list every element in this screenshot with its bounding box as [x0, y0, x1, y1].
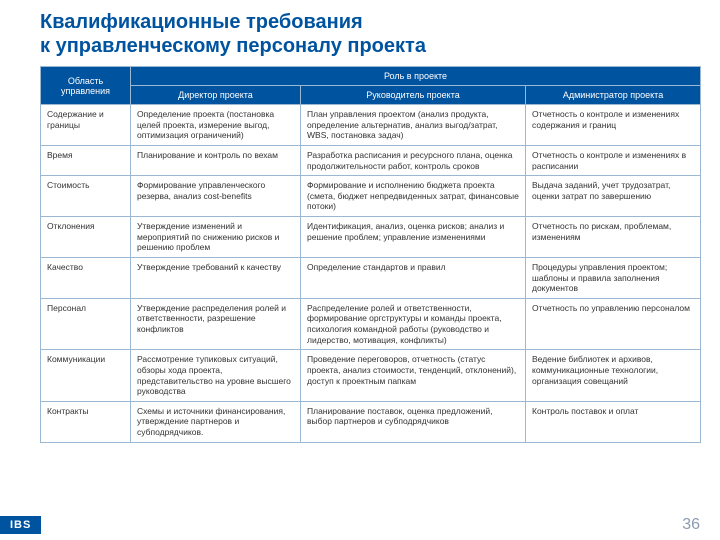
- page-title: Квалификационные требования к управленче…: [0, 0, 720, 66]
- title-line1: Квалификационные требования: [40, 11, 363, 33]
- cell-area: Отклонения: [41, 217, 131, 258]
- table-row: ВремяПланирование и контроль по вехамРаз…: [41, 145, 701, 175]
- table-row: КоммуникацииРассмотрение тупиковых ситуа…: [41, 350, 701, 402]
- logo: IBS: [0, 516, 41, 534]
- cell-manager: Распределение ролей и ответственности, ф…: [301, 298, 526, 350]
- cell-manager: Определение стандартов и правил: [301, 257, 526, 298]
- cell-director: Утверждение распределения ролей и ответс…: [131, 298, 301, 350]
- cell-admin: Выдача заданий, учет трудозатрат, оценки…: [526, 176, 701, 217]
- header-admin: Администратор проекта: [526, 86, 701, 105]
- table-row: СтоимостьФормирование управленческого ре…: [41, 176, 701, 217]
- cell-director: Утверждение требований к качеству: [131, 257, 301, 298]
- header-director: Директор проекта: [131, 86, 301, 105]
- table-body: Содержание и границыОпределение проекта …: [41, 105, 701, 443]
- cell-manager: Разработка расписания и ресурсного плана…: [301, 145, 526, 175]
- cell-manager: Формирование и исполнению бюджета проект…: [301, 176, 526, 217]
- cell-director: Схемы и источники финансирования, утверж…: [131, 401, 301, 442]
- cell-manager: Идентификация, анализ, оценка рисков; ан…: [301, 217, 526, 258]
- cell-director: Определение проекта (постановка целей пр…: [131, 105, 301, 146]
- cell-area: Стоимость: [41, 176, 131, 217]
- cell-admin: Отчетность по рискам, проблемам, изменен…: [526, 217, 701, 258]
- cell-admin: Контроль поставок и оплат: [526, 401, 701, 442]
- cell-area: Качество: [41, 257, 131, 298]
- cell-director: Формирование управленческого резерва, ан…: [131, 176, 301, 217]
- header-manager: Руководитель проекта: [301, 86, 526, 105]
- requirements-table: Область управления Роль в проекте Директ…: [40, 66, 701, 443]
- cell-director: Планирование и контроль по вехам: [131, 145, 301, 175]
- cell-area: Персонал: [41, 298, 131, 350]
- cell-admin: Отчетность по управлению персоналом: [526, 298, 701, 350]
- header-area: Область управления: [41, 67, 131, 105]
- cell-manager: Планирование поставок, оценка предложени…: [301, 401, 526, 442]
- table-row: КонтрактыСхемы и источники финансировани…: [41, 401, 701, 442]
- cell-area: Контракты: [41, 401, 131, 442]
- cell-area: Коммуникации: [41, 350, 131, 402]
- cell-admin: Ведение библиотек и архивов, коммуникаци…: [526, 350, 701, 402]
- header-role-group: Роль в проекте: [131, 67, 701, 86]
- cell-director: Рассмотрение тупиковых ситуаций, обзоры …: [131, 350, 301, 402]
- cell-manager: План управления проектом (анализ продукт…: [301, 105, 526, 146]
- cell-area: Время: [41, 145, 131, 175]
- page-number: 36: [682, 516, 700, 534]
- cell-area: Содержание и границы: [41, 105, 131, 146]
- table-row: Содержание и границыОпределение проекта …: [41, 105, 701, 146]
- cell-admin: Отчетность о контроле и изменениях содер…: [526, 105, 701, 146]
- title-line2: к управленческому персоналу проекта: [40, 35, 426, 57]
- cell-admin: Отчетность о контроле и изменениях в рас…: [526, 145, 701, 175]
- cell-director: Утверждение изменений и мероприятий по с…: [131, 217, 301, 258]
- cell-manager: Проведение переговоров, отчетность (стат…: [301, 350, 526, 402]
- table-row: КачествоУтверждение требований к качеств…: [41, 257, 701, 298]
- table-row: ОтклоненияУтверждение изменений и меропр…: [41, 217, 701, 258]
- table-row: ПерсоналУтверждение распределения ролей …: [41, 298, 701, 350]
- cell-admin: Процедуры управления проектом; шаблоны и…: [526, 257, 701, 298]
